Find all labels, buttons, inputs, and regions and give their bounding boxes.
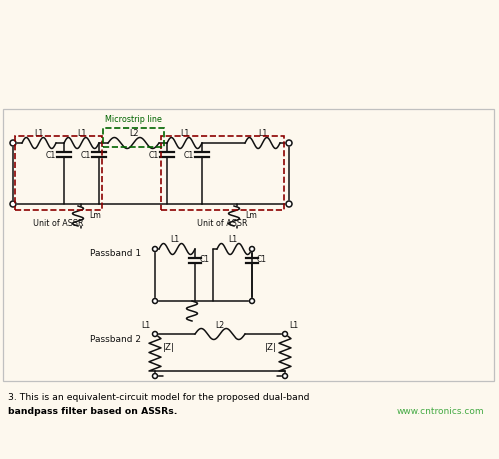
- Circle shape: [153, 374, 158, 379]
- Text: Passband 2: Passband 2: [90, 335, 141, 343]
- Bar: [15, 136, 102, 210]
- Text: bandpass filter based on ASSRs.: bandpass filter based on ASSRs.: [8, 407, 177, 415]
- Text: Lm: Lm: [245, 212, 257, 220]
- Text: L1: L1: [289, 320, 298, 330]
- Circle shape: [10, 140, 16, 146]
- Circle shape: [282, 374, 287, 379]
- Circle shape: [153, 331, 158, 336]
- Text: Unit of ASSR: Unit of ASSR: [197, 218, 248, 228]
- Bar: [3, 109, 494, 381]
- Text: L1: L1: [180, 129, 189, 139]
- Text: C1: C1: [200, 256, 210, 264]
- Text: www.cntronics.com: www.cntronics.com: [396, 407, 484, 415]
- Text: C1: C1: [149, 151, 159, 161]
- Text: C1: C1: [184, 151, 194, 161]
- Text: |Z|: |Z|: [163, 343, 175, 353]
- Bar: [103, 128, 164, 147]
- Text: L1: L1: [77, 129, 86, 139]
- Circle shape: [10, 201, 16, 207]
- Circle shape: [250, 246, 254, 252]
- Text: L1: L1: [170, 235, 180, 245]
- Text: Microstrip line: Microstrip line: [105, 114, 162, 123]
- Text: Unit of ASSR: Unit of ASSR: [33, 218, 84, 228]
- Text: L1: L1: [34, 129, 44, 139]
- Text: L1: L1: [228, 235, 237, 245]
- Bar: [161, 136, 284, 210]
- Circle shape: [286, 140, 292, 146]
- Circle shape: [286, 201, 292, 207]
- Text: L1: L1: [142, 320, 151, 330]
- Text: L2: L2: [216, 320, 225, 330]
- Circle shape: [153, 246, 158, 252]
- Text: |Z|: |Z|: [265, 343, 277, 353]
- Circle shape: [250, 298, 254, 303]
- Circle shape: [153, 298, 158, 303]
- Text: L1: L1: [258, 129, 267, 139]
- Text: 3. This is an equivalent-circuit model for the proposed dual-band: 3. This is an equivalent-circuit model f…: [8, 392, 309, 402]
- Circle shape: [282, 331, 287, 336]
- Text: Passband 1: Passband 1: [90, 250, 141, 258]
- Text: Lm: Lm: [89, 212, 101, 220]
- Text: L2: L2: [129, 129, 138, 139]
- Text: C1: C1: [46, 151, 56, 161]
- Text: C1: C1: [257, 256, 267, 264]
- Text: C1: C1: [81, 151, 91, 161]
